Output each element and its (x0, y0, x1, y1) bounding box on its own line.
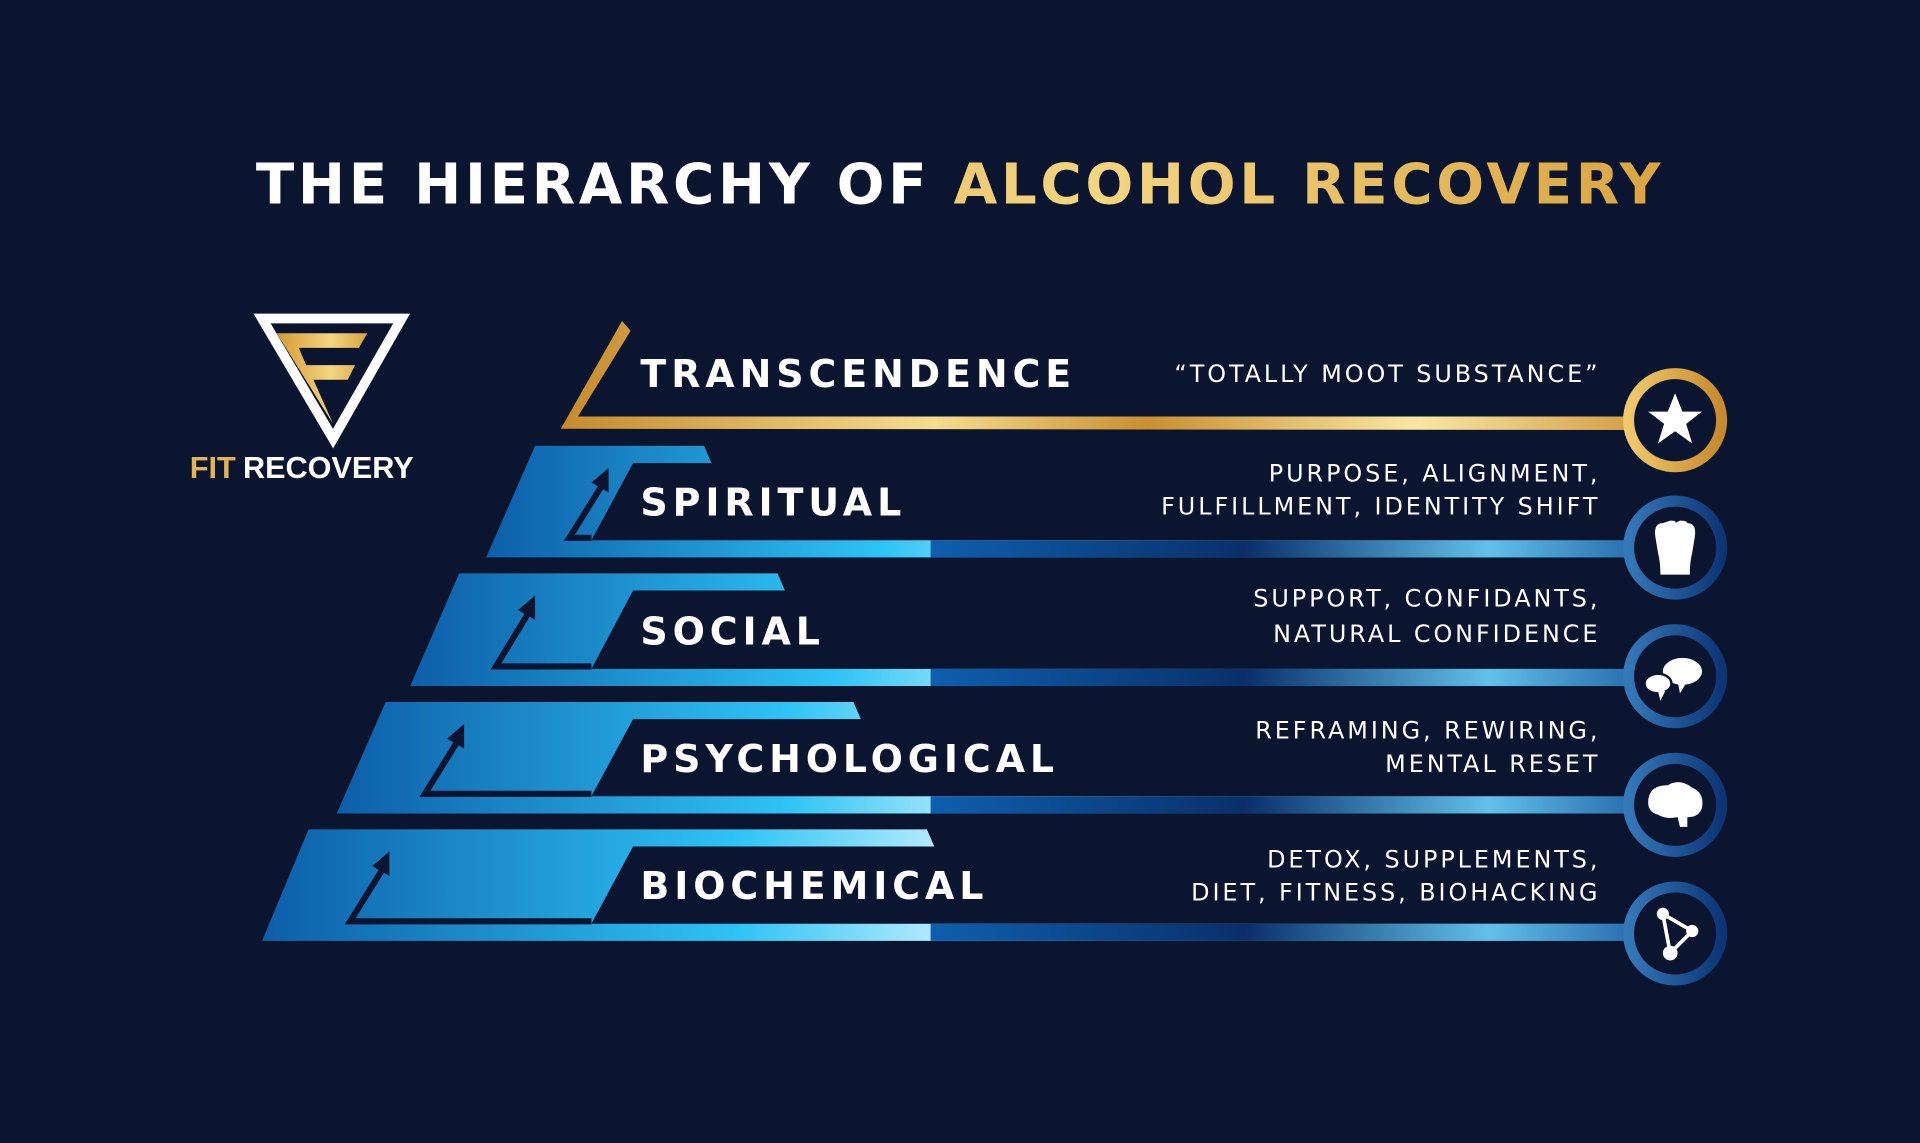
pyramid-band (262, 829, 1629, 941)
level-label: PSYCHOLOGICAL (640, 737, 1059, 781)
level-description: SUPPORT, CONFIDANTS, (1253, 584, 1600, 612)
level-description: DETOX, SUPPLEMENTS, (1267, 845, 1600, 873)
speech-bubbles-badge (1623, 624, 1728, 729)
level-description: MENTAL RESET (1385, 750, 1600, 778)
level-label: SPIRITUAL (640, 481, 906, 525)
hands-badge (1623, 495, 1728, 600)
molecule-icon (1656, 907, 1699, 961)
level-label: TRANSCENDENCE (640, 352, 1076, 396)
star-badge (1623, 368, 1728, 473)
arrowhead (372, 851, 390, 876)
hands-icon (1655, 520, 1696, 575)
level-label: BIOCHEMICAL (640, 864, 988, 908)
level-biochemical (262, 829, 1629, 941)
level-description: PURPOSE, ALIGNMENT, (1269, 459, 1601, 487)
arrow-icon (344, 864, 592, 925)
level-description: DIET, FITNESS, BIOHACKING (1191, 878, 1600, 906)
page-title: THE HIERARCHY OF ALCOHOL RECOVERY (256, 152, 1664, 217)
level-description: “TOTALLY MOOT SUBSTANCE” (1174, 360, 1600, 388)
arrowhead (517, 595, 536, 620)
arrow-icon (563, 481, 607, 541)
gold-band (560, 320, 1629, 431)
molecule-badge (1623, 881, 1728, 986)
arrowhead (446, 724, 465, 749)
fit-recovery-logo: FIT RECOVERY (190, 313, 414, 485)
level-psychological (336, 701, 1629, 814)
level-description: FULFILLMENT, IDENTITY SHIFT (1161, 493, 1600, 521)
level-description: REFRAMING, REWIRING, (1255, 717, 1600, 745)
level-transcendence (560, 320, 1629, 431)
connector-line (930, 923, 1629, 941)
brain-icon (1648, 782, 1703, 827)
connector-line (930, 796, 1629, 814)
arrowhead (591, 467, 609, 493)
arrow-icon (419, 737, 592, 797)
brain-badge (1623, 752, 1728, 857)
star-icon (1648, 393, 1703, 444)
level-social (410, 573, 1629, 687)
level-description: NATURAL CONFIDENCE (1273, 620, 1600, 648)
connector-line (930, 540, 1629, 558)
arrow-icon (490, 608, 592, 670)
speech-bubbles-icon (1643, 657, 1703, 701)
connector-line (930, 668, 1629, 687)
level-label: SOCIAL (640, 609, 824, 653)
level-spiritual (486, 445, 1629, 558)
